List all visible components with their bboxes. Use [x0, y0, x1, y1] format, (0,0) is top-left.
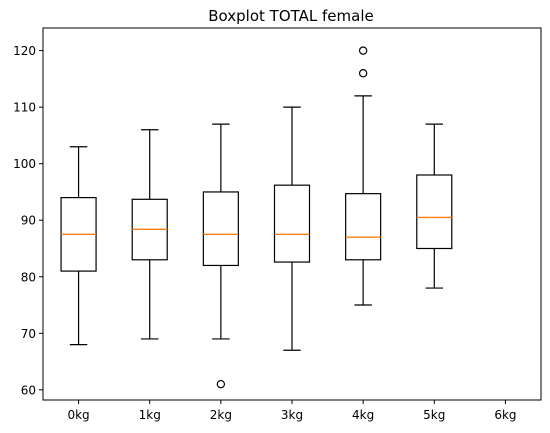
box-1kg [131, 129, 168, 340]
plot-marks [60, 46, 453, 389]
iqr-box [345, 193, 382, 261]
x-tick-label: 0kg [67, 408, 89, 422]
outlier-point [358, 46, 368, 55]
x-tick-label: 5kg [423, 408, 445, 422]
box-3kg [273, 106, 311, 351]
outlier-point [216, 379, 226, 389]
y-tick-label: 110 [13, 101, 36, 115]
x-tick-label: 1kg [139, 408, 161, 422]
x-tick-label: 6kg [494, 408, 516, 422]
x-tick-label: 2kg [210, 408, 232, 422]
y-tick-label: 90 [21, 214, 36, 228]
box-5kg [416, 123, 453, 289]
outlier-point [358, 69, 368, 78]
box-4kg [345, 46, 382, 306]
y-tick-label: 120 [13, 44, 36, 58]
x-tick-label: 4kg [352, 408, 374, 422]
chart-title: Boxplot TOTAL female [208, 7, 373, 25]
plot-frame [42, 27, 542, 401]
iqr-box [202, 191, 239, 267]
y-tick-label: 60 [21, 383, 36, 397]
iqr-box [416, 174, 453, 250]
y-tick-label: 80 [21, 270, 36, 284]
y-tick-label: 70 [21, 327, 36, 341]
x-tick-label: 3kg [281, 408, 303, 422]
y-axis: 60 70 80 90 100 110 120 [13, 44, 43, 397]
x-axis: 0kg 1kg 2kg 3kg 4kg 5kg 6kg [67, 400, 517, 422]
box-2kg [202, 123, 239, 389]
box-0kg [60, 146, 97, 346]
y-tick-label: 100 [13, 157, 36, 171]
iqr-box [273, 184, 311, 263]
